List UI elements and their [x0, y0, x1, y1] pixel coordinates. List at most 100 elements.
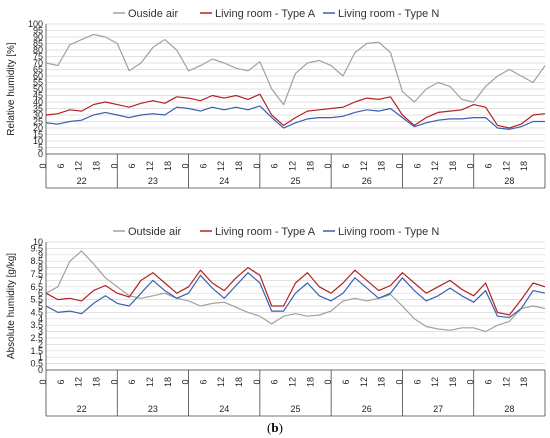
x-day-label: 27	[433, 404, 443, 414]
y-tick-label: 85	[33, 39, 43, 49]
x-hour-tick-label: 18	[448, 161, 458, 171]
x-hour-tick-label: 0	[252, 379, 262, 384]
y-tick-label: 8	[38, 263, 43, 273]
x-hour-tick-label: 12	[430, 161, 440, 171]
legend-entry: Living room - Type N	[338, 8, 439, 20]
chart-absolute-humidity: 00.511.522.533.544.555.566.577.588.599.5…	[6, 226, 546, 435]
x-hour-tick-label: 12	[216, 161, 226, 171]
y-tick-label: 5.5	[30, 295, 43, 305]
y-tick-label: 75	[33, 52, 43, 62]
x-day-label: 25	[290, 176, 300, 186]
x-hour-tick-label: 12	[74, 161, 84, 171]
x-day-label: 22	[77, 176, 87, 186]
x-hour-tick-label: 12	[430, 377, 440, 387]
x-hour-tick-label: 18	[163, 161, 173, 171]
x-hour-tick-label: 12	[145, 377, 155, 387]
x-day-label: 28	[504, 404, 514, 414]
y-tick-label: 80	[33, 45, 43, 55]
x-hour-tick-label: 18	[91, 161, 101, 171]
x-hour-tick-label: 6	[127, 163, 137, 168]
x-hour-tick-label: 0	[394, 379, 404, 384]
caption-letter: b	[271, 420, 278, 435]
y-axis-label: Absolute humidity [g/kg]	[6, 253, 17, 359]
y-tick-label: 5	[38, 143, 43, 153]
legend-entry: Living room - Type N	[338, 226, 439, 238]
x-hour-tick-label: 0	[38, 163, 48, 168]
x-hour-tick-label: 6	[412, 163, 422, 168]
y-tick-label: 45	[33, 91, 43, 101]
x-day-label: 23	[148, 176, 158, 186]
x-hour-tick-label: 12	[216, 377, 226, 387]
x-hour-tick-label: 0	[181, 379, 191, 384]
y-tick-label: 6	[38, 288, 43, 298]
x-hour-tick-label: 18	[163, 377, 173, 387]
x-hour-tick-label: 12	[288, 161, 298, 171]
x-day-label: 28	[504, 176, 514, 186]
y-tick-label: 65	[33, 65, 43, 75]
y-tick-label: 70	[33, 58, 43, 68]
x-hour-tick-label: 0	[38, 379, 48, 384]
x-hour-tick-label: 0	[323, 163, 333, 168]
y-tick-label: 90	[33, 32, 43, 42]
x-hour-tick-label: 6	[341, 163, 351, 168]
y-tick-label: 3	[38, 327, 43, 337]
y-tick-label: 2.5	[30, 333, 43, 343]
x-hour-tick-label: 6	[484, 163, 494, 168]
x-hour-tick-label: 6	[56, 163, 66, 168]
x-day-label: 23	[148, 404, 158, 414]
x-hour-tick-label: 12	[288, 377, 298, 387]
series-line-type-a	[45, 266, 546, 316]
x-hour-tick-label: 6	[56, 379, 66, 384]
x-hour-tick-label: 0	[252, 163, 262, 168]
y-tick-label: 20	[33, 123, 43, 133]
x-hour-tick-label: 18	[377, 161, 387, 171]
y-tick-label: 1.5	[30, 346, 43, 356]
y-tick-label: 10	[33, 237, 43, 247]
x-hour-tick-label: 6	[198, 379, 208, 384]
y-tick-label: 40	[33, 97, 43, 107]
x-hour-tick-label: 18	[234, 161, 244, 171]
y-tick-label: 1	[38, 352, 43, 362]
x-day-label: 22	[77, 404, 87, 414]
y-tick-label: 60	[33, 71, 43, 81]
series-line-outside-air	[45, 250, 546, 333]
x-hour-tick-label: 18	[519, 161, 529, 171]
legend-entry: Living room - Type A	[215, 226, 316, 238]
y-tick-label: 30	[33, 110, 43, 120]
series-line-type-n	[45, 272, 546, 319]
y-tick-label: 10	[33, 136, 43, 146]
y-axis-label: Relative humidity [%]	[6, 42, 17, 136]
x-hour-tick-label: 6	[198, 163, 208, 168]
y-tick-label: 55	[33, 78, 43, 88]
x-hour-tick-label: 12	[74, 377, 84, 387]
x-hour-tick-label: 6	[270, 379, 280, 384]
x-hour-tick-label: 0	[109, 163, 119, 168]
x-hour-tick-label: 18	[305, 161, 315, 171]
y-tick-label: 9.5	[30, 243, 43, 253]
x-hour-tick-label: 18	[234, 377, 244, 387]
y-tick-label: 3.5	[30, 320, 43, 330]
y-tick-label: 100	[28, 19, 43, 29]
x-hour-tick-label: 6	[270, 163, 280, 168]
legend-entry: Living room - Type A	[215, 8, 316, 20]
x-hour-tick-label: 0	[394, 163, 404, 168]
figure-caption: (b)	[267, 420, 283, 435]
x-day-label: 25	[290, 404, 300, 414]
series-line-outside-air	[45, 33, 546, 106]
y-tick-label: 0.5	[30, 359, 43, 369]
y-tick-label: 5	[38, 301, 43, 311]
legend-entry: Outside air	[128, 226, 182, 238]
y-tick-label: 8.5	[30, 256, 43, 266]
y-tick-label: 4	[38, 314, 43, 324]
x-hour-tick-label: 6	[127, 379, 137, 384]
x-hour-tick-label: 0	[466, 163, 476, 168]
y-tick-label: 25	[33, 117, 43, 127]
x-hour-tick-label: 0	[323, 379, 333, 384]
y-tick-label: 15	[33, 130, 43, 140]
x-hour-tick-label: 12	[359, 377, 369, 387]
series-line-type-a	[45, 93, 546, 129]
x-hour-tick-label: 6	[412, 379, 422, 384]
x-hour-tick-label: 0	[109, 379, 119, 384]
x-hour-tick-label: 18	[305, 377, 315, 387]
